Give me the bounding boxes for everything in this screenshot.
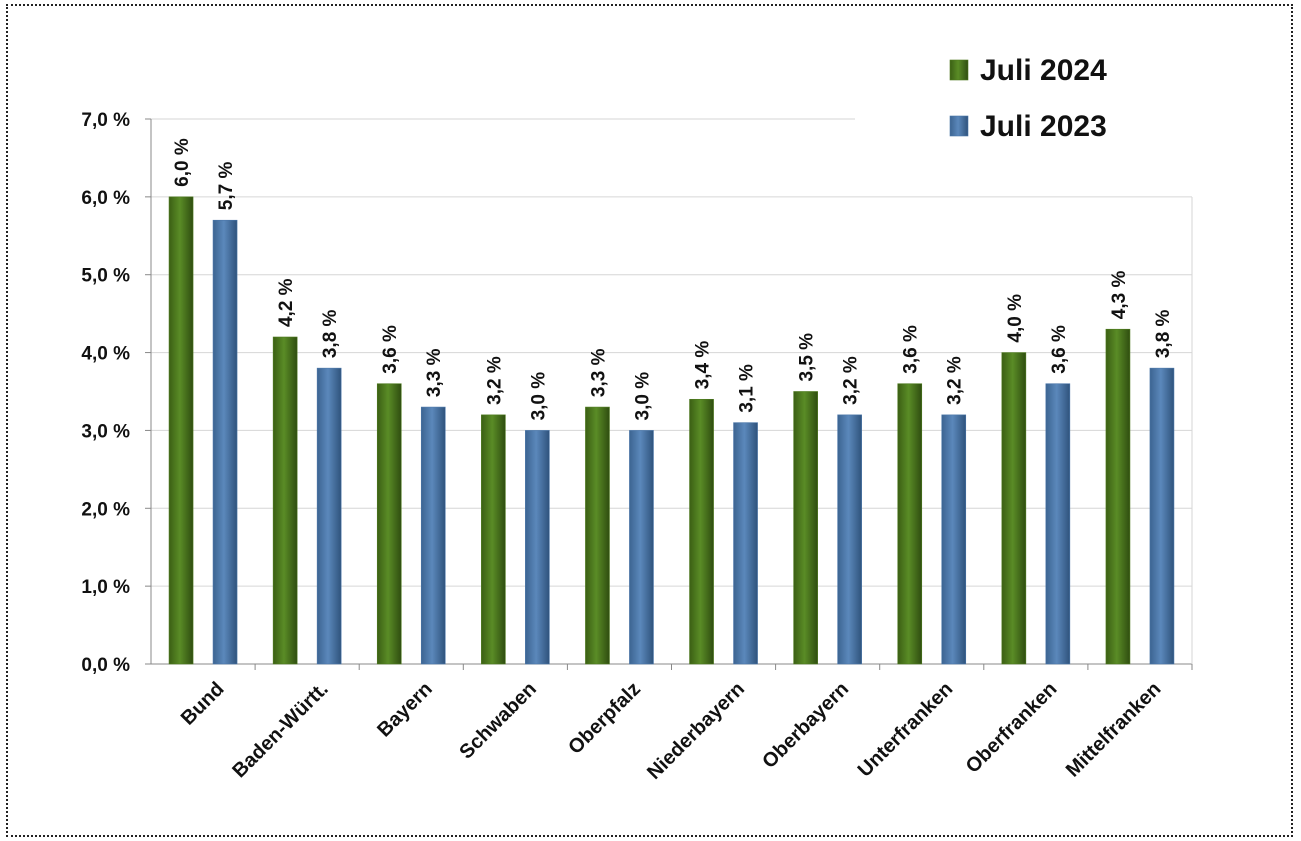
y-tick-label: 0,0 % [81, 655, 130, 676]
data-label: 5,7 % [216, 162, 237, 211]
bar [793, 391, 818, 665]
bar [629, 430, 654, 665]
x-tick-label: Oberpfalz [564, 678, 645, 759]
data-label: 4,3 % [1109, 271, 1130, 320]
y-tick-label: 1,0 % [81, 577, 130, 598]
x-tick-label: Bayern [373, 678, 437, 742]
data-label: 3,6 % [901, 325, 922, 374]
data-label: 3,0 % [528, 372, 549, 421]
bar [1045, 383, 1071, 665]
bar [212, 219, 238, 665]
y-tick-label: 4,0 % [81, 344, 130, 365]
legend: Juli 2024 Juli 2023 [949, 54, 1107, 143]
data-label: 3,6 % [380, 325, 401, 374]
bar [733, 422, 758, 665]
data-label: 3,4 % [693, 341, 714, 390]
data-label: 3,5 % [797, 333, 818, 382]
axes [145, 118, 1193, 670]
x-tick-label: Oberfranken [962, 678, 1062, 778]
y-tick-label: 2,0 % [81, 499, 130, 520]
y-tick-label: 3,0 % [81, 421, 130, 442]
legend-swatch [949, 115, 969, 137]
data-label: 3,1 % [737, 364, 758, 413]
bar [1001, 352, 1027, 665]
data-label: 3,8 % [1153, 309, 1174, 358]
bar [481, 414, 506, 665]
bar [420, 406, 446, 665]
x-tick-label: Bund [177, 678, 229, 730]
data-label: 3,8 % [320, 309, 341, 358]
bar [897, 383, 923, 665]
bar [168, 196, 194, 665]
bar [941, 414, 967, 665]
legend-label: Juli 2024 [980, 54, 1107, 87]
data-label: 3,6 % [1049, 325, 1070, 374]
data-label: 3,0 % [632, 372, 653, 421]
data-label: 6,0 % [172, 138, 193, 187]
y-tick-label: 7,0 % [81, 110, 130, 131]
x-tick-label: Niederbayern [643, 678, 749, 784]
x-tick-labels: Bund Baden-Württ. Bayern Schwaben OberpfalzN… [177, 678, 1166, 784]
bar [316, 367, 342, 665]
data-label: 3,3 % [588, 348, 609, 397]
x-tick-label: Baden-Württ. [228, 678, 332, 782]
gridlines [151, 118, 1192, 587]
bar [525, 430, 550, 665]
data-label: 4,2 % [276, 278, 297, 327]
bar [585, 406, 610, 665]
x-tick-label: Schwaben [455, 678, 541, 764]
bar [837, 414, 862, 665]
x-tick-label: Mittelfranken [1062, 678, 1166, 782]
data-label: 4,0 % [1005, 294, 1026, 343]
data-label: 3,3 % [424, 348, 445, 397]
data-label: 3,2 % [841, 356, 862, 405]
x-tick-label: Oberbayern [758, 678, 853, 773]
data-label: 3,2 % [484, 356, 505, 405]
data-label: 3,2 % [945, 356, 966, 405]
legend-label: Juli 2023 [980, 110, 1107, 143]
bar [689, 398, 714, 665]
y-tick-labels: 0,0 % 1,0 % 2,0 % 3,0 % 4,0 % 5,0 % 6,0 % 7,0 % [81, 110, 130, 676]
bar [1105, 328, 1131, 665]
data-labels: 6,0 % 5,7 % 4,2 % 3,8 % 3,6 % 3,3 % 3,2 % 3,0 %… [172, 138, 1174, 420]
legend-swatch [949, 59, 969, 81]
y-tick-label: 5,0 % [81, 266, 130, 287]
bar [272, 336, 298, 665]
bar [1149, 367, 1175, 665]
x-tick-label: Unterfranken [854, 678, 958, 782]
y-tick-label: 6,0 % [81, 188, 130, 209]
bars [168, 196, 1175, 665]
bar [376, 383, 402, 665]
